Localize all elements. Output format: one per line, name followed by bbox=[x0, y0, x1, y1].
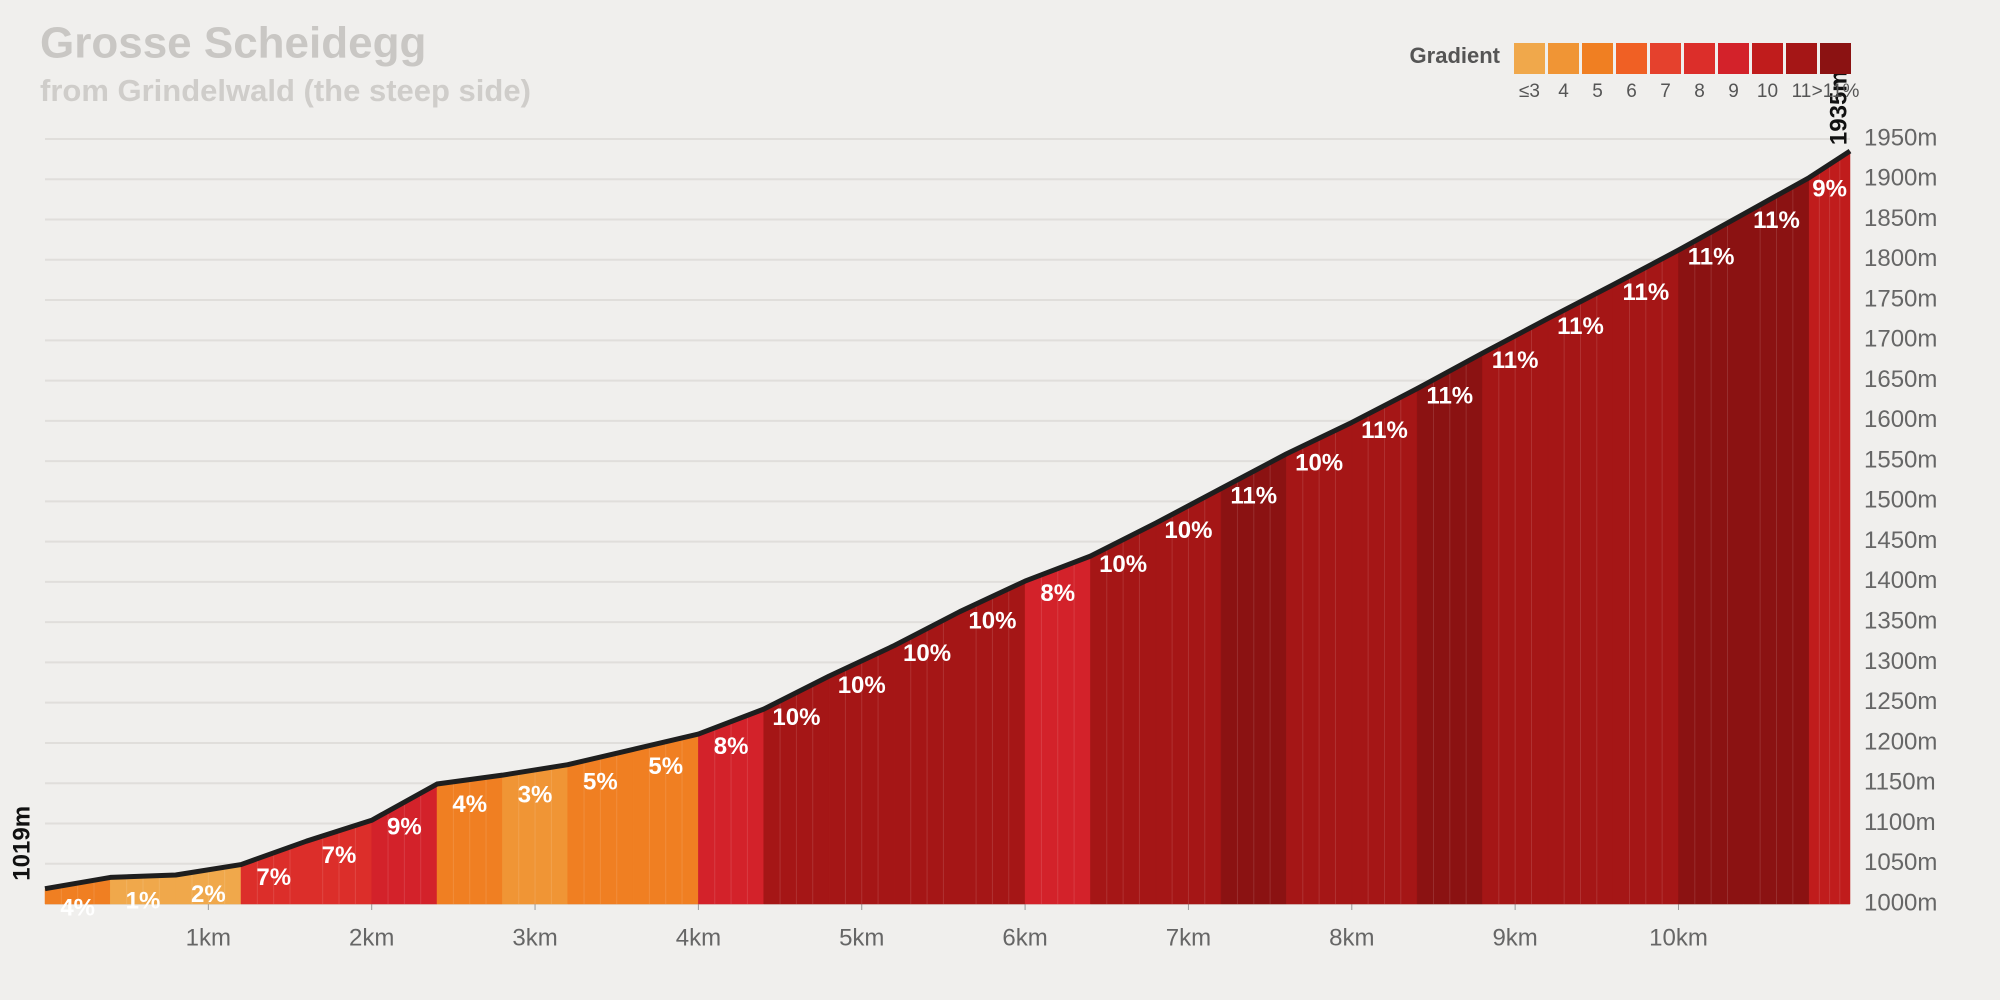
x-tick-label: 1km bbox=[186, 924, 231, 951]
y-tick-label: 1250m bbox=[1864, 688, 1937, 715]
y-tick-label: 1850m bbox=[1864, 205, 1937, 232]
elevation-line bbox=[44, 148, 1852, 892]
y-tick-label: 1150m bbox=[1864, 769, 1936, 796]
legend-label: 8 bbox=[1694, 81, 1705, 102]
y-tick-label: 1500m bbox=[1864, 487, 1937, 514]
gradient-label: 10% bbox=[838, 672, 886, 699]
gradient-label: 3% bbox=[518, 781, 553, 808]
y-tick-label: 1700m bbox=[1864, 326, 1937, 353]
y-tick-label: 1650m bbox=[1864, 366, 1937, 393]
y-tick-label: 1550m bbox=[1864, 446, 1937, 473]
x-tick-label: 4km bbox=[676, 924, 721, 951]
gradient-label: 11% bbox=[1492, 347, 1539, 374]
x-tick-label: 9km bbox=[1492, 924, 1537, 951]
gradient-label: 10% bbox=[1295, 449, 1343, 476]
y-tick-label: 1750m bbox=[1864, 285, 1937, 312]
x-tick-label: 5km bbox=[839, 924, 884, 951]
y-tick-label: 1350m bbox=[1864, 608, 1937, 635]
legend-label: ≤3 bbox=[1519, 81, 1540, 102]
y-tick-label: 1900m bbox=[1864, 165, 1937, 192]
legend-swatch bbox=[1582, 43, 1613, 74]
start-elevation: 1019m bbox=[8, 806, 35, 881]
legend-swatch bbox=[1514, 43, 1545, 74]
gradient-label: 11% bbox=[1230, 483, 1277, 510]
gradient-label: 11% bbox=[1622, 279, 1669, 306]
legend-label: 4 bbox=[1558, 81, 1569, 102]
legend-label: 7 bbox=[1660, 81, 1671, 102]
legend-swatch bbox=[1650, 43, 1681, 74]
y-tick-label: 1450m bbox=[1864, 527, 1937, 554]
legend-swatch bbox=[1786, 43, 1817, 74]
legend-label: 11 bbox=[1792, 81, 1812, 102]
legend-swatch bbox=[1684, 43, 1715, 74]
gradient-label: 11% bbox=[1753, 207, 1800, 234]
legend-title: Gradient bbox=[1410, 43, 1501, 68]
y-tick-label: 1300m bbox=[1864, 648, 1937, 675]
x-tick-label: 6km bbox=[1002, 924, 1047, 951]
chart-subtitle: from Grindelwald (the steep side) bbox=[40, 73, 531, 108]
y-tick-label: 1100m bbox=[1864, 809, 1936, 836]
gradient-label: 2% bbox=[191, 881, 226, 908]
legend-swatch bbox=[1752, 43, 1783, 74]
gradient-label: 11% bbox=[1557, 313, 1604, 340]
gradient-label: 1% bbox=[126, 888, 161, 915]
y-tick-label: 1400m bbox=[1864, 567, 1937, 594]
gradient-label: 11% bbox=[1426, 382, 1473, 409]
x-tick-label: 3km bbox=[512, 924, 557, 951]
x-tick-label: 8km bbox=[1329, 924, 1374, 951]
x-tick-label: 2km bbox=[349, 924, 394, 951]
legend-swatch bbox=[1616, 43, 1647, 74]
y-tick-label: 1950m bbox=[1864, 124, 1937, 151]
gradient-label: 10% bbox=[968, 608, 1016, 635]
gradient-label: 7% bbox=[256, 864, 291, 891]
gradient-label: 5% bbox=[648, 753, 683, 780]
gradient-label: 11% bbox=[1361, 417, 1408, 444]
gradient-label: 8% bbox=[1040, 580, 1075, 607]
legend-label: 5 bbox=[1592, 81, 1603, 102]
y-tick-label: 1600m bbox=[1864, 406, 1937, 433]
legend-label: 9 bbox=[1728, 81, 1739, 102]
gradient-label: 7% bbox=[322, 842, 357, 869]
gradient-label: 10% bbox=[1164, 517, 1212, 544]
legend-label: 6 bbox=[1626, 81, 1637, 102]
legend-label: 10 bbox=[1757, 81, 1778, 102]
x-tick-label: 10km bbox=[1649, 924, 1708, 951]
y-tick-label: 1200m bbox=[1864, 728, 1937, 755]
gradient-label: 10% bbox=[903, 640, 951, 667]
gradient-label: 9% bbox=[387, 813, 422, 840]
gradient-label: 10% bbox=[1099, 551, 1147, 578]
gradient-label: 9% bbox=[1812, 176, 1847, 203]
gradient-label: 5% bbox=[583, 768, 618, 795]
legend-label: >11% bbox=[1812, 81, 1860, 102]
y-tick-label: 1800m bbox=[1864, 245, 1937, 272]
gradient-label: 11% bbox=[1688, 243, 1735, 270]
gradient-label: 10% bbox=[772, 704, 820, 731]
legend-swatch bbox=[1718, 43, 1749, 74]
chart-title: Grosse Scheidegg bbox=[40, 19, 426, 68]
legend-swatch bbox=[1548, 43, 1579, 74]
y-tick-label: 1050m bbox=[1864, 849, 1937, 876]
end-elevation: 1935m bbox=[1825, 70, 1852, 145]
gradient-label: 4% bbox=[60, 894, 95, 921]
y-tick-label: 1000m bbox=[1864, 889, 1937, 916]
x-tick-label: 7km bbox=[1166, 924, 1211, 951]
gradient-label: 8% bbox=[714, 733, 749, 760]
gradient-label: 4% bbox=[452, 791, 487, 818]
legend-swatch bbox=[1820, 43, 1851, 74]
